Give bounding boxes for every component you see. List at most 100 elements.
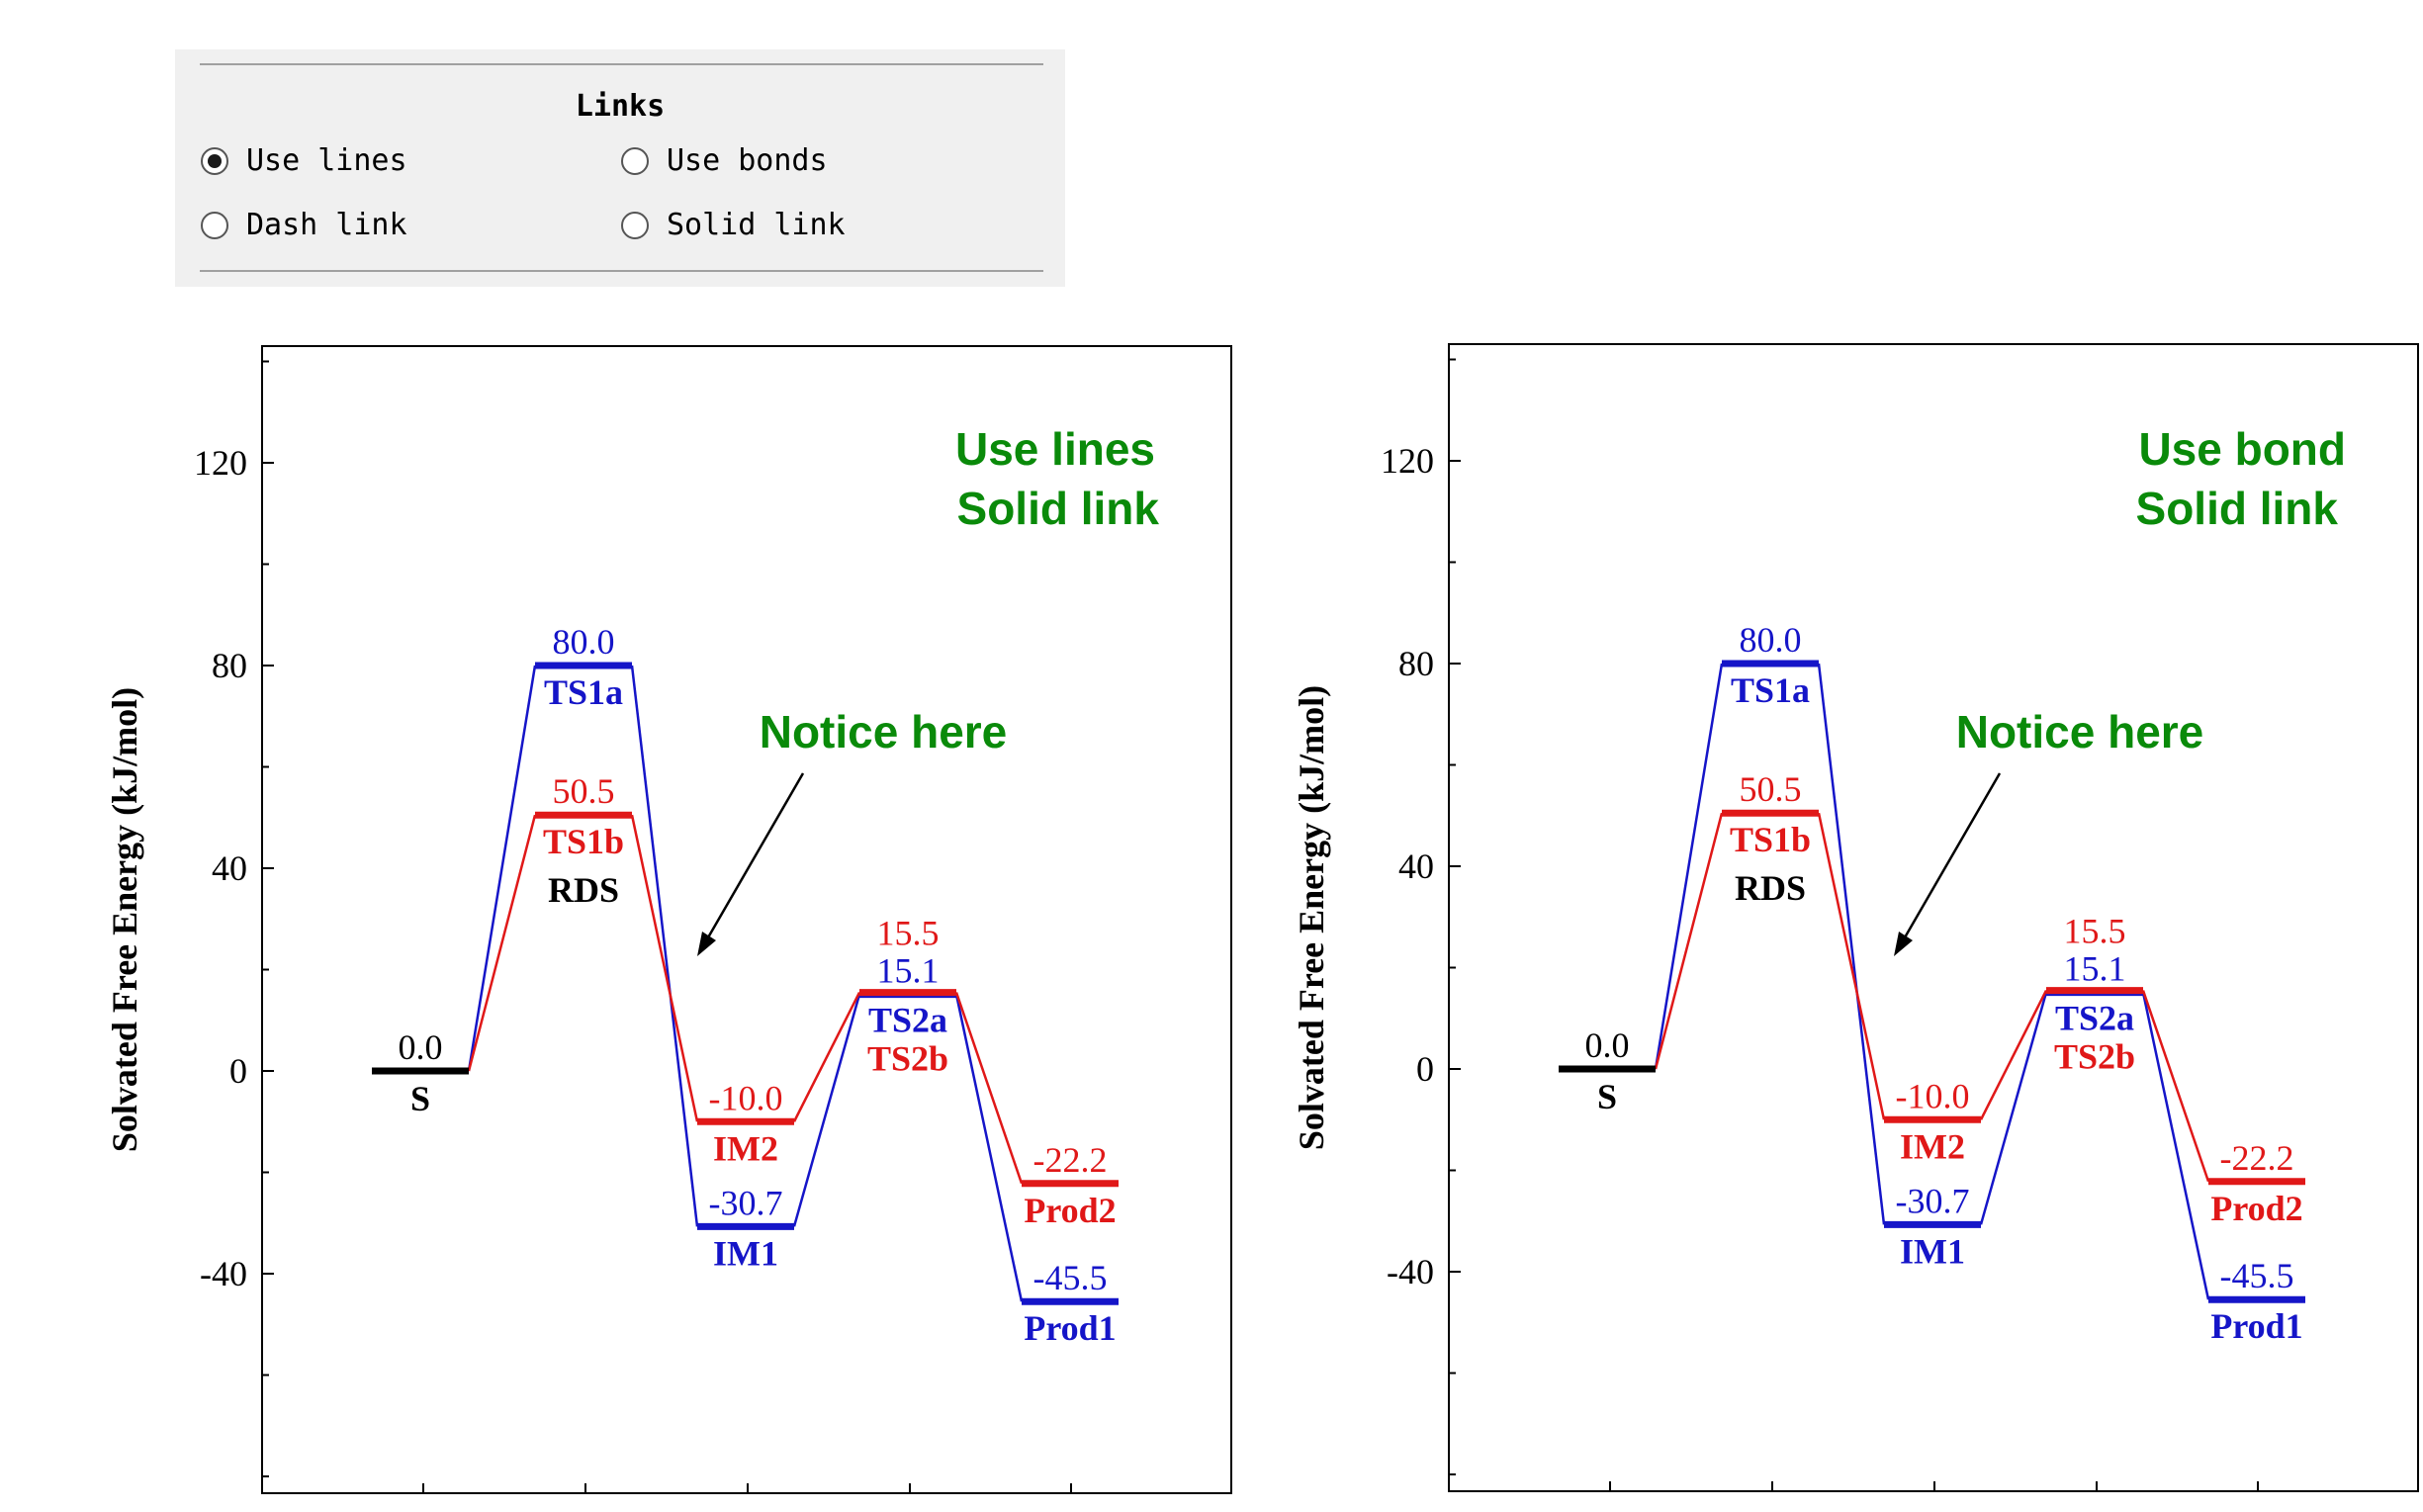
link-line	[630, 665, 699, 1227]
state-label: TS1b	[1730, 820, 1811, 859]
data-label: 80.0	[1740, 620, 1802, 660]
state-label: IM1	[713, 1233, 778, 1273]
state-label: TS2b	[867, 1039, 948, 1079]
radio-unchecked-icon	[621, 211, 649, 239]
link-line	[954, 992, 1024, 1185]
state-label: TS1a	[544, 672, 623, 712]
state-label: TS1b	[543, 822, 624, 861]
radio-solid-link-label: Solid link	[667, 208, 846, 242]
state-label: TS1a	[1731, 670, 1810, 710]
data-label: 50.5	[553, 771, 615, 811]
energy-levels	[1559, 660, 2305, 1303]
y-tick-label: 40	[212, 848, 247, 888]
notice-arrow-shaft	[1899, 772, 2002, 945]
start-state-label: S	[1597, 1077, 1617, 1116]
notice-arrow-head	[697, 932, 716, 956]
radio-solid-link[interactable]: Solid link	[621, 208, 846, 242]
energy-diagram-left: -40 0 40 80 120 0.0 S 80.0 TS1a 50.5 TS1b RDS -10.0…	[105, 345, 1232, 1494]
y-tick-label: -40	[200, 1254, 247, 1293]
y-ticks: -40 0 40 80 120	[1381, 358, 1461, 1475]
state-label: Prod2	[1024, 1191, 1116, 1230]
level-labels: 0.0 S 80.0 TS1a 50.5 TS1b RDS -10.0 IM2 -30.7 IM1 1…	[1585, 620, 2303, 1346]
link-line	[792, 994, 861, 1227]
data-label: 80.0	[553, 622, 615, 662]
data-label: -45.5	[1033, 1258, 1108, 1297]
radio-use-lines-label: Use lines	[246, 143, 407, 178]
link-line	[1817, 812, 1886, 1120]
y-tick-label: 120	[1381, 441, 1434, 481]
link-lines	[467, 665, 1024, 1302]
link-line	[1654, 812, 1724, 1070]
link-line	[630, 814, 699, 1122]
radio-checked-icon	[201, 146, 228, 175]
notice-annotation: Notice here	[1956, 706, 2204, 757]
radio-unchecked-icon	[621, 146, 649, 175]
energy-diagram-right: -40 0 40 80 120 0.0 S 80.0 TS1a 50.5 TS1b RDS -10.0…	[1292, 343, 2419, 1492]
y-tick-label: 0	[1416, 1049, 1434, 1089]
y-axis-label: Solvated Free Energy (kJ/mol)	[1292, 685, 1331, 1150]
rds-label: RDS	[1735, 868, 1806, 908]
radio-use-bonds[interactable]: Use bonds	[621, 143, 828, 178]
radio-dash-link[interactable]: Dash link	[201, 208, 407, 242]
corner-annotation-line2: Solid link	[957, 483, 1160, 534]
data-label: -30.7	[1896, 1181, 1970, 1220]
link-lines	[1654, 663, 2210, 1300]
link-line	[2141, 990, 2210, 1183]
y-tick-label: 80	[1398, 644, 1434, 683]
state-label: TS2b	[2054, 1037, 2135, 1077]
state-label: Prod1	[1024, 1308, 1116, 1348]
state-label: IM2	[1900, 1126, 1965, 1166]
energy-levels	[372, 662, 1119, 1305]
link-line	[467, 665, 537, 1072]
links-panel: Links Use lines Use bonds Dash link Soli…	[175, 49, 1065, 287]
start-value-label: 0.0	[399, 1027, 443, 1067]
state-label: Prod2	[2210, 1189, 2302, 1228]
link-line	[1979, 992, 2048, 1225]
start-value-label: 0.0	[1585, 1025, 1630, 1065]
link-line	[1979, 989, 2048, 1120]
y-tick-label: 80	[212, 646, 247, 685]
y-axis-label: Solvated Free Energy (kJ/mol)	[105, 687, 144, 1152]
state-label: IM2	[713, 1128, 778, 1168]
x-ticks	[1448, 1481, 2259, 1491]
data-label: -30.7	[709, 1183, 783, 1222]
notice-arrow-shaft	[702, 772, 805, 945]
data-label: -10.0	[1896, 1076, 1970, 1115]
data-label: 15.1	[877, 951, 940, 991]
state-label: Prod1	[2210, 1306, 2302, 1346]
state-label: TS2a	[868, 1001, 947, 1040]
y-tick-label: 120	[194, 443, 247, 483]
corner-annotation-line1: Use bond	[2138, 423, 2346, 475]
link-line	[2141, 992, 2210, 1300]
start-state-label: S	[410, 1079, 430, 1118]
corner-annotation-line1: Use lines	[955, 423, 1155, 475]
data-label: 15.5	[877, 914, 940, 953]
link-line	[954, 994, 1024, 1302]
link-line	[792, 991, 861, 1122]
radio-use-bonds-label: Use bonds	[667, 143, 828, 178]
y-tick-label: 40	[1398, 846, 1434, 886]
panel-top-divider	[200, 63, 1043, 65]
rds-label: RDS	[548, 870, 619, 910]
state-label: IM1	[1900, 1231, 1965, 1271]
radio-unchecked-icon	[201, 211, 228, 239]
y-tick-label: -40	[1387, 1252, 1434, 1291]
y-ticks: -40 0 40 80 120	[194, 360, 274, 1477]
panel-title: Links	[575, 89, 666, 124]
data-label: -45.5	[2220, 1256, 2294, 1295]
notice-annotation: Notice here	[760, 706, 1008, 757]
level-labels: 0.0 S 80.0 TS1a 50.5 TS1b RDS -10.0 IM2 -30.7 IM1 1…	[399, 622, 1117, 1348]
data-label: -22.2	[1033, 1140, 1108, 1180]
link-line	[1817, 663, 1886, 1225]
link-line	[1654, 663, 1724, 1070]
x-ticks	[261, 1483, 1072, 1493]
corner-annotation-line2: Solid link	[2136, 483, 2339, 534]
y-tick-label: 0	[229, 1051, 247, 1091]
radio-use-lines[interactable]: Use lines	[201, 143, 407, 178]
link-line	[467, 814, 537, 1072]
state-label: TS2a	[2055, 999, 2134, 1038]
data-label: 15.1	[2064, 949, 2126, 989]
data-label: -10.0	[709, 1078, 783, 1117]
data-label: 15.5	[2064, 912, 2126, 951]
data-label: -22.2	[2220, 1138, 2294, 1178]
